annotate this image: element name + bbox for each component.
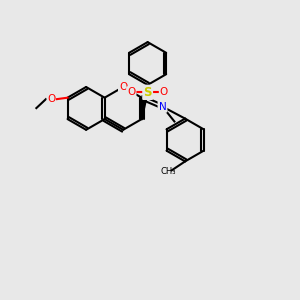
Text: O: O xyxy=(47,94,55,104)
Text: O: O xyxy=(119,82,127,92)
Text: S: S xyxy=(143,86,152,99)
Text: O: O xyxy=(119,82,127,92)
Text: CH₃: CH₃ xyxy=(161,167,176,176)
Text: N: N xyxy=(159,102,167,112)
Text: O: O xyxy=(160,87,168,97)
Text: O: O xyxy=(127,87,135,97)
